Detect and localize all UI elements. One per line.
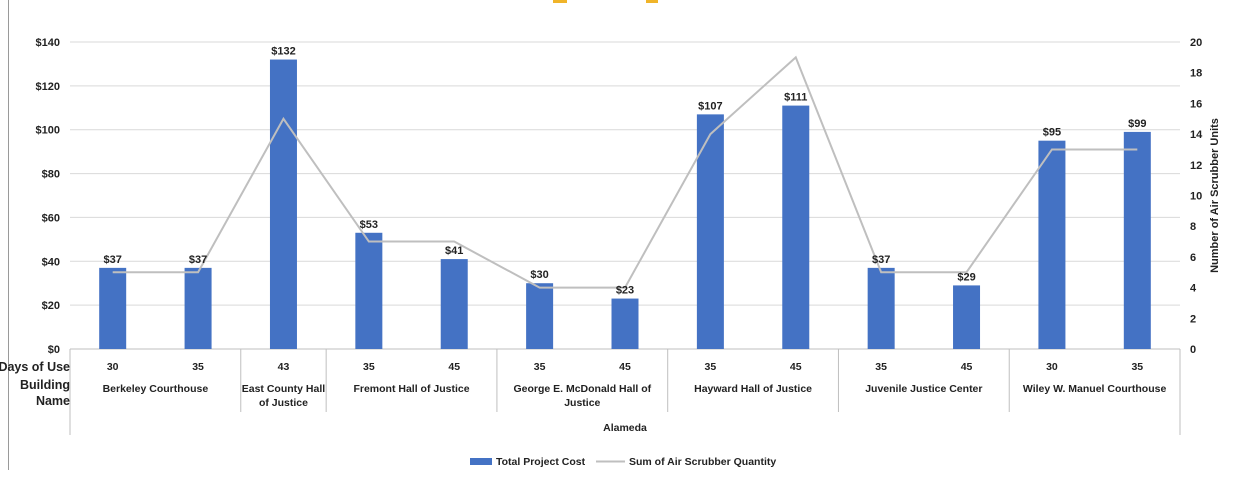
right-tick-label: 12 bbox=[1190, 160, 1202, 172]
bar bbox=[611, 298, 639, 349]
building-name-label: George E. McDonald Hall of bbox=[513, 383, 651, 395]
days-of-use-label: 35 bbox=[875, 361, 887, 373]
legend: Total Project Cost Sum of Air Scrubber Qu… bbox=[470, 456, 776, 468]
row-header-days: Days of Use bbox=[0, 360, 70, 374]
right-axis-title: Number of Air Scrubber Units bbox=[1209, 118, 1221, 273]
bar bbox=[953, 285, 981, 349]
data-labels: $37 $37 $132 $53 $41 $30 $23 $107 $111 $37 $29 $95 $… bbox=[104, 46, 1147, 297]
left-tick-label: $80 bbox=[42, 169, 60, 181]
days-of-use-label: 45 bbox=[961, 361, 973, 373]
bar bbox=[269, 59, 297, 350]
bar-data-label: $41 bbox=[445, 245, 463, 257]
bar-data-label: $37 bbox=[189, 254, 207, 266]
left-border bbox=[8, 0, 9, 470]
bar-data-label: $29 bbox=[957, 271, 975, 283]
bar bbox=[184, 267, 212, 349]
left-tick-label: $100 bbox=[36, 125, 60, 137]
line-series bbox=[112, 55, 1138, 289]
days-of-use-label: 45 bbox=[790, 361, 802, 373]
right-tick-label: 18 bbox=[1190, 68, 1202, 80]
bar-data-label: $111 bbox=[784, 92, 807, 104]
bar bbox=[696, 114, 724, 349]
right-tick-label: 10 bbox=[1190, 191, 1202, 203]
left-tick-label: $60 bbox=[42, 212, 60, 224]
left-axis: $0 $20 $40 $60 $80 $100 $120 $140 bbox=[36, 37, 60, 356]
row-header-name: Name bbox=[36, 394, 70, 408]
bar-series bbox=[99, 59, 1151, 350]
bar bbox=[1038, 140, 1066, 349]
bar-data-label: $23 bbox=[616, 285, 634, 297]
days-of-use-label: 43 bbox=[278, 361, 290, 373]
bar bbox=[526, 283, 554, 349]
building-name-label: of Justice bbox=[259, 397, 308, 409]
bar-data-label: $53 bbox=[360, 219, 378, 231]
legend-line-label: Sum of Air Scrubber Quantity bbox=[629, 456, 776, 468]
air-scrubber-line bbox=[112, 55, 1138, 289]
bar-data-label: $132 bbox=[271, 46, 295, 58]
bar-data-label: $107 bbox=[698, 100, 722, 112]
bar-data-label: $37 bbox=[104, 254, 122, 266]
bar-data-label: $30 bbox=[530, 269, 548, 281]
bar bbox=[782, 105, 810, 349]
legend-bar-swatch bbox=[470, 458, 492, 465]
days-of-use-label: 35 bbox=[192, 361, 204, 373]
building-name-label: Hayward Hall of Justice bbox=[694, 383, 812, 395]
bar bbox=[1123, 131, 1151, 349]
right-tick-label: 14 bbox=[1190, 129, 1203, 141]
right-tick-label: 16 bbox=[1190, 98, 1202, 110]
bar bbox=[99, 267, 127, 349]
building-name-label: Wiley W. Manuel Courthouse bbox=[1023, 383, 1167, 395]
left-tick-label: $140 bbox=[36, 37, 60, 49]
building-name-label: Fremont Hall of Justice bbox=[353, 383, 469, 395]
days-of-use-label: 35 bbox=[534, 361, 546, 373]
top-accent-right bbox=[646, 0, 658, 3]
building-name-label: East County Hall bbox=[242, 383, 326, 395]
days-of-use-label: 45 bbox=[619, 361, 631, 373]
gridlines bbox=[70, 41, 1180, 350]
right-tick-label: 8 bbox=[1190, 221, 1196, 233]
right-tick-label: 20 bbox=[1190, 37, 1202, 49]
right-tick-label: 0 bbox=[1190, 344, 1196, 356]
row-header-building: Building bbox=[20, 378, 70, 392]
bar bbox=[867, 267, 895, 349]
bar-data-label: $99 bbox=[1128, 118, 1146, 130]
bar-data-label: $37 bbox=[872, 254, 890, 266]
days-of-use-label: 35 bbox=[363, 361, 375, 373]
days-of-use-label: 35 bbox=[1131, 361, 1143, 373]
left-tick-label: $120 bbox=[36, 81, 60, 93]
building-name-label: Juvenile Justice Center bbox=[865, 383, 982, 395]
bar-data-label: $95 bbox=[1043, 127, 1061, 139]
right-tick-label: 2 bbox=[1190, 313, 1196, 325]
category-axis: Days of Use Building Name 30 35 43 35 45 35 45 35 4… bbox=[0, 349, 1181, 435]
right-tick-label: 6 bbox=[1190, 252, 1196, 264]
left-tick-label: $40 bbox=[42, 256, 60, 268]
bar bbox=[440, 259, 468, 349]
days-of-use-label: 35 bbox=[705, 361, 717, 373]
legend-bar-label: Total Project Cost bbox=[496, 456, 586, 468]
group-label: Alameda bbox=[603, 422, 647, 434]
days-of-use-label: 30 bbox=[107, 361, 119, 373]
building-name-label: Justice bbox=[564, 397, 600, 409]
left-tick-label: $0 bbox=[48, 344, 60, 356]
building-name-label: Berkeley Courthouse bbox=[103, 383, 209, 395]
right-tick-label: 4 bbox=[1190, 283, 1197, 295]
right-axis: 0 2 4 6 8 10 12 14 16 18 20 Number of Air Scrubber … bbox=[1190, 37, 1221, 356]
days-of-use-label: 45 bbox=[448, 361, 460, 373]
days-of-use-label: 30 bbox=[1046, 361, 1058, 373]
left-tick-label: $20 bbox=[42, 300, 60, 312]
top-accent-left bbox=[553, 0, 567, 3]
bar bbox=[355, 232, 383, 349]
